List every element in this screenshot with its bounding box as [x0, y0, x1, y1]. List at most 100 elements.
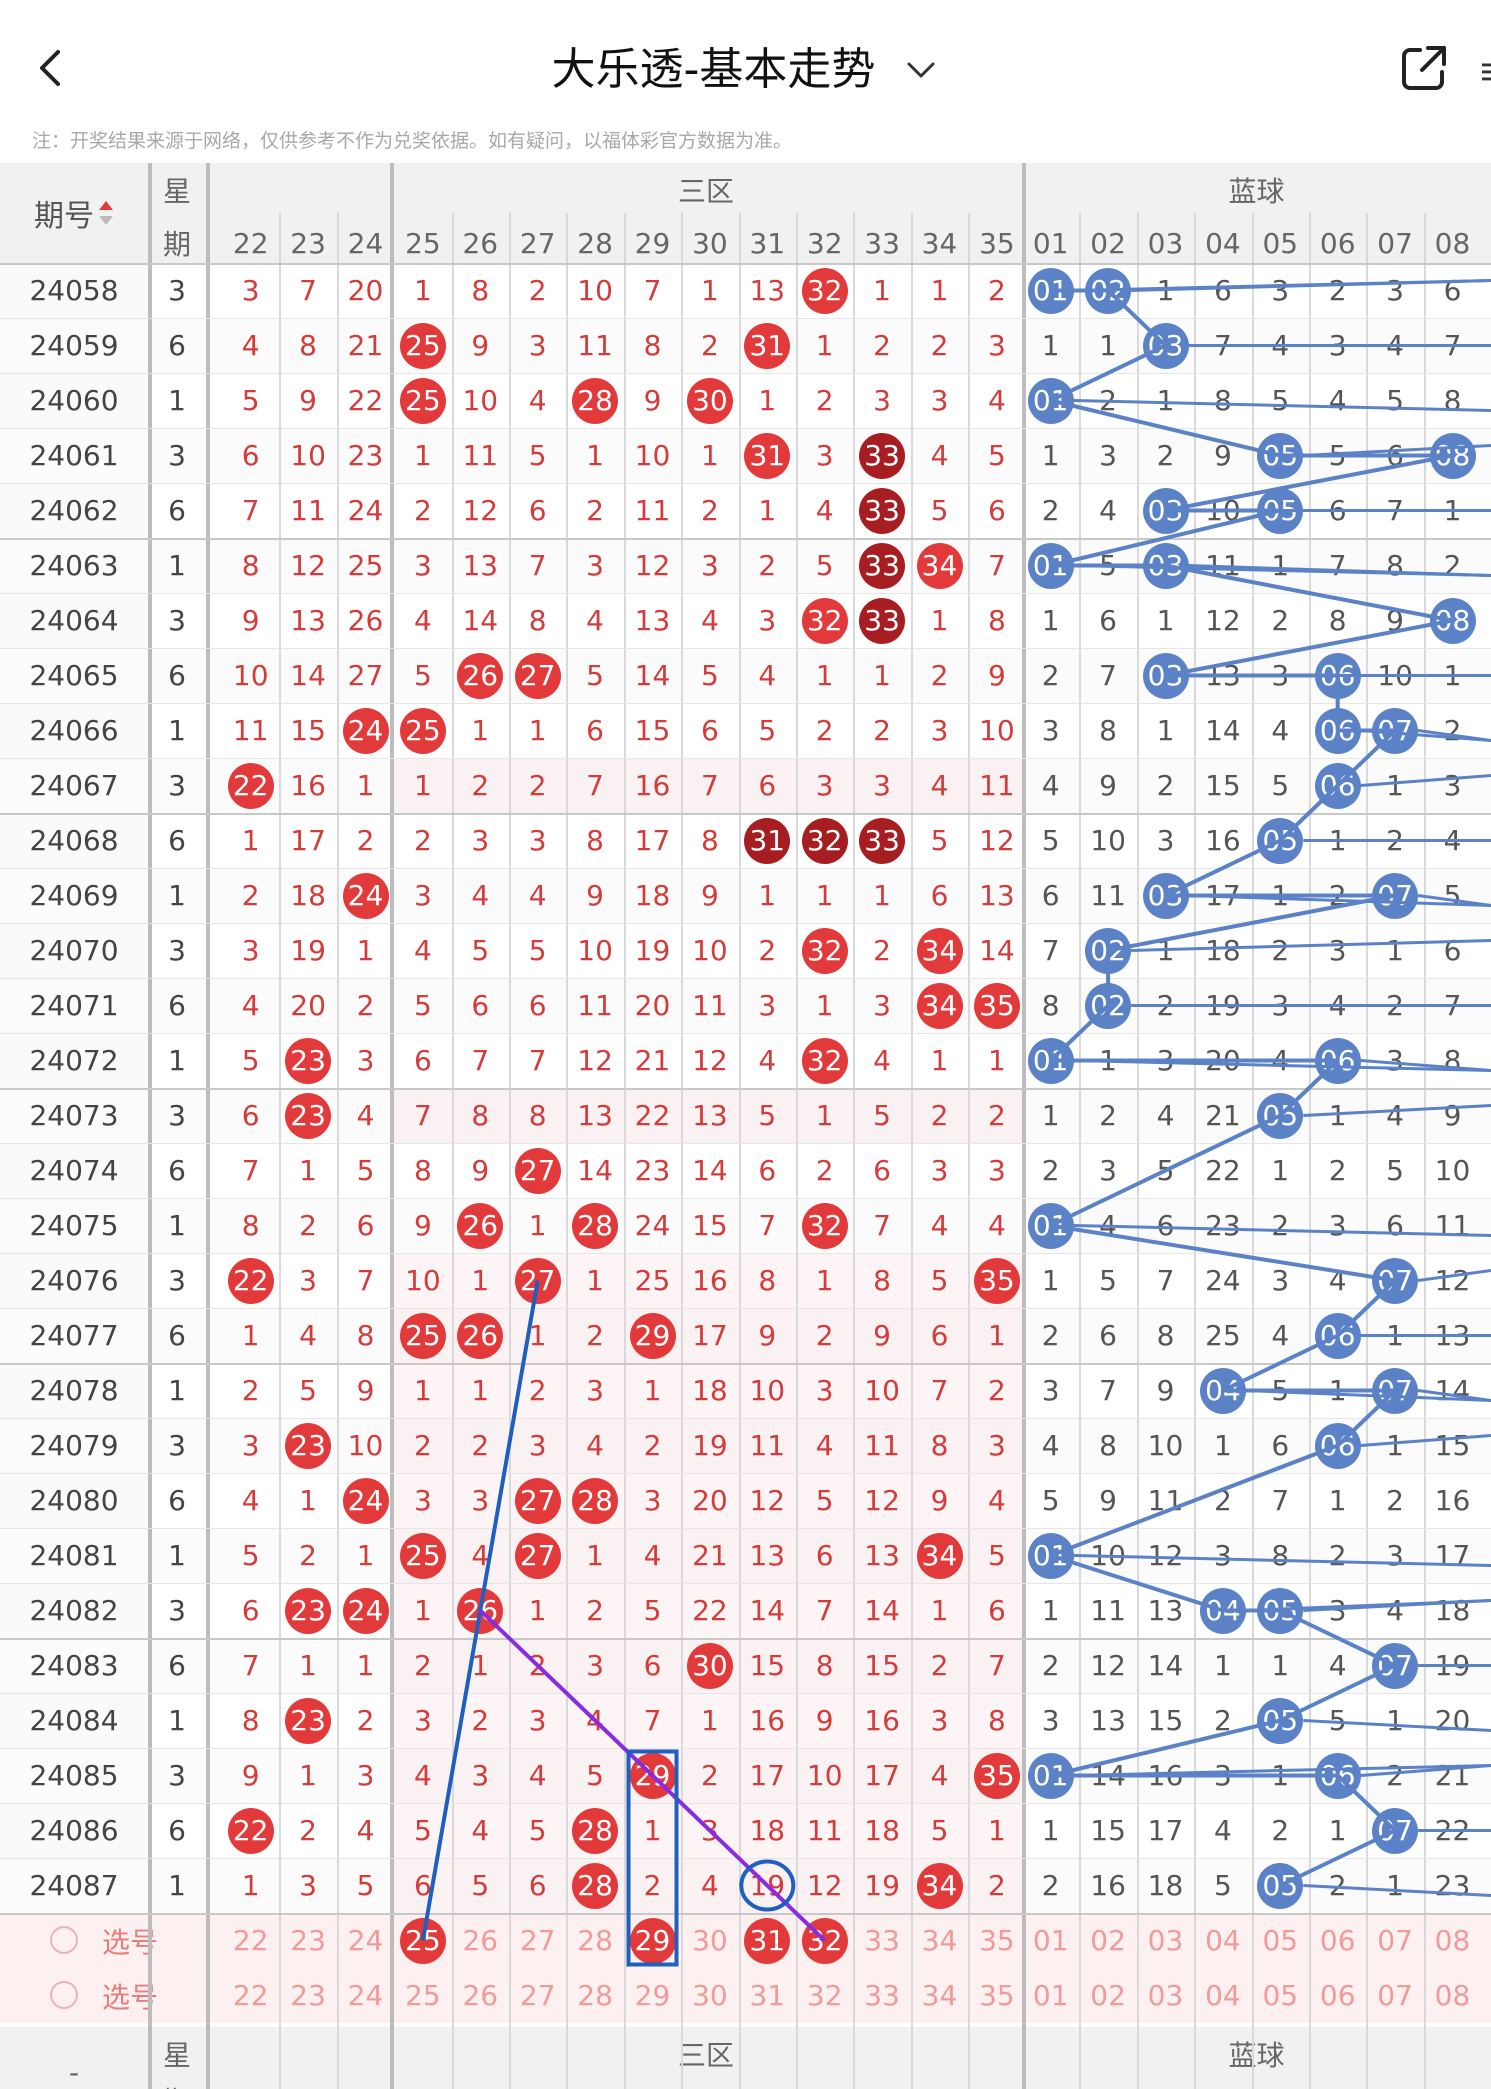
front-miss: 13	[864, 1539, 900, 1572]
back-miss: 3	[1041, 1704, 1060, 1737]
front-miss: 17	[290, 824, 326, 857]
front-miss: 6	[987, 1594, 1006, 1627]
back-col-header: 06	[1319, 226, 1356, 260]
pick-option[interactable]: 34	[921, 1924, 958, 1957]
front-miss: 2	[815, 384, 834, 417]
pick-option[interactable]: 23	[290, 1924, 326, 1957]
front-miss: 8	[873, 1264, 891, 1297]
pick-option[interactable]: 01	[1032, 1979, 1069, 2012]
pick-option[interactable]: 04	[1205, 1979, 1241, 2012]
pick-option[interactable]: 22	[232, 1924, 269, 1957]
pick-option[interactable]: 33	[864, 1979, 900, 2012]
row-line	[0, 1638, 1491, 1640]
pick-ball-selected[interactable]: 29	[629, 1917, 676, 1964]
menu-edge-icon[interactable]: ≡	[1480, 50, 1491, 95]
back-miss: 1	[1328, 1099, 1347, 1132]
front-ball: 22	[227, 1257, 274, 1304]
pick-option[interactable]: 30	[692, 1924, 728, 1957]
front-miss: 8	[413, 1154, 432, 1187]
back-miss: 2	[1041, 1649, 1060, 1682]
pick-option[interactable]: 04	[1205, 1924, 1241, 1957]
pick-option[interactable]: 25	[405, 1979, 441, 2012]
pick-label[interactable]: 选号	[101, 1981, 158, 2013]
pick-option[interactable]: 03	[1147, 1979, 1184, 2012]
back-miss: 14	[1147, 1649, 1184, 1682]
front-miss: 3	[873, 989, 891, 1022]
pick-radio[interactable]	[50, 1926, 78, 1954]
front-miss: 5	[758, 1099, 777, 1132]
back-miss: 7	[1156, 1264, 1175, 1297]
back-miss: 2	[1041, 1319, 1060, 1352]
back-miss: 4	[1386, 1594, 1404, 1627]
pick-option[interactable]: 06	[1319, 1979, 1356, 2012]
back-miss: 16	[1205, 824, 1241, 857]
back-button[interactable]	[30, 38, 74, 98]
pick-option[interactable]: 24	[347, 1924, 384, 1957]
front-miss: 10	[692, 934, 728, 967]
back-miss: 13	[1434, 1319, 1471, 1352]
front-ball: 25	[399, 322, 446, 369]
pick-option[interactable]: 07	[1377, 1979, 1413, 2012]
front-miss: 1	[815, 1264, 834, 1297]
weekday: 3	[168, 274, 186, 307]
pick-option[interactable]: 32	[806, 1979, 843, 2012]
pick-option[interactable]: 29	[634, 1979, 671, 2012]
pick-option[interactable]: 27	[519, 1924, 556, 1957]
share-button[interactable]	[1398, 42, 1450, 94]
pick-option[interactable]: 08	[1434, 1924, 1471, 1957]
issue-header[interactable]: 期号	[0, 185, 148, 241]
back-col-header: 04	[1205, 226, 1241, 260]
pick-option[interactable]: 05	[1262, 1979, 1299, 2012]
pick-option[interactable]: 02	[1090, 1924, 1126, 1957]
front-miss: 8	[528, 1099, 547, 1132]
pick-option[interactable]: 26	[462, 1924, 499, 1957]
pick-option[interactable]: 08	[1434, 1979, 1471, 2012]
pick-option[interactable]: 30	[692, 1979, 728, 2012]
pick-option[interactable]: 06	[1319, 1924, 1356, 1957]
pick-option[interactable]: 33	[864, 1924, 900, 1957]
pick-option[interactable]: 01	[1032, 1924, 1069, 1957]
pick-ball-selected[interactable]: 25	[399, 1917, 446, 1964]
pick-option[interactable]: 27	[519, 1979, 556, 2012]
pick-label[interactable]: 选号	[101, 1926, 158, 1958]
pick-ball-selected[interactable]: 31	[744, 1917, 791, 1964]
page-title[interactable]: 大乐透-基本走势	[0, 38, 1491, 98]
front-miss: 10	[979, 714, 1015, 747]
pick-option[interactable]: 03	[1147, 1924, 1184, 1957]
pick-option[interactable]: 02	[1090, 1979, 1126, 2012]
front-ball: 33	[859, 597, 906, 644]
pick-option[interactable]: 35	[979, 1979, 1015, 2012]
front-ball: 25	[399, 1532, 446, 1579]
pick-ball-selected[interactable]: 32	[801, 1917, 848, 1964]
front-ball: 26	[457, 652, 504, 699]
front-miss: 1	[356, 769, 375, 802]
pick-option[interactable]: 07	[1377, 1924, 1413, 1957]
back-miss: 2	[1443, 714, 1462, 747]
pick-option[interactable]: 35	[979, 1924, 1015, 1957]
front-miss: 5	[815, 549, 834, 582]
pick-option[interactable]: 23	[290, 1979, 326, 2012]
front-miss: 1	[528, 1594, 547, 1627]
back-miss: 3	[1271, 989, 1290, 1022]
pick-option[interactable]: 31	[749, 1979, 786, 2012]
back-miss: 22	[1434, 1814, 1471, 1847]
pick-option[interactable]: 26	[462, 1979, 499, 2012]
back-ball: 01	[1027, 1532, 1074, 1579]
row-line	[0, 923, 1491, 924]
pick-option[interactable]: 05	[1262, 1924, 1299, 1957]
pick-option[interactable]: 34	[921, 1979, 958, 2012]
pick-option[interactable]: 28	[577, 1979, 613, 2012]
front-miss: 1	[356, 934, 375, 967]
front-miss: 18	[864, 1814, 900, 1847]
back-miss: 3	[1271, 1264, 1290, 1297]
front-miss: 2	[815, 1319, 834, 1352]
back-miss: 3	[1328, 934, 1347, 967]
pick-option[interactable]: 22	[232, 1979, 269, 2012]
pick-option[interactable]: 24	[347, 1979, 384, 2012]
back-miss: 11	[1090, 1594, 1126, 1627]
front-col-header: 31	[749, 226, 786, 260]
pick-radio[interactable]	[50, 1981, 78, 2009]
front-miss: 11	[577, 329, 613, 362]
issue-number: 24070	[29, 934, 119, 967]
pick-option[interactable]: 28	[577, 1924, 613, 1957]
